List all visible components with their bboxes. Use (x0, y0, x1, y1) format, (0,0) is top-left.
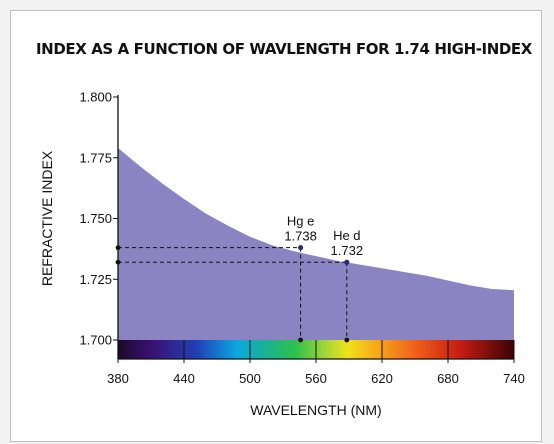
annotation-axis-dot (115, 259, 121, 265)
y-tick-label: 1.775 (79, 150, 112, 165)
annotation-name: He d (333, 228, 360, 243)
x-tick-label: 380 (107, 371, 129, 386)
annotation-base-dot (298, 337, 303, 343)
y-tick-label: 1.800 (79, 90, 112, 105)
x-tick-label: 500 (239, 371, 261, 386)
x-axis-label: WAVELENGTH (NM) (250, 402, 381, 418)
annotation-name: Hg e (287, 214, 314, 229)
annotation-point (344, 259, 350, 265)
annotations: Hg e1.738 He d1.732 (115, 214, 364, 343)
annotation-point (298, 245, 304, 251)
x-tick-label: 560 (305, 371, 327, 386)
annotation-axis-dot (115, 245, 121, 251)
x-tick-label: 440 (173, 371, 195, 386)
annotation-value: 1.732 (331, 243, 364, 258)
y-tick-label: 1.700 (79, 333, 112, 348)
y-axis-label: REFRACTIVE INDEX (39, 150, 55, 286)
y-tick-label: 1.725 (79, 272, 112, 287)
x-tick-label: 680 (437, 371, 459, 386)
index-area (118, 148, 514, 340)
y-axis-ticks: 1.700 1.725 1.750 1.775 1.800 (79, 90, 118, 348)
chart-card (10, 10, 542, 442)
annotation-value: 1.738 (284, 229, 317, 244)
y-tick-label: 1.750 (79, 211, 112, 226)
annotation-base-dot (344, 337, 350, 343)
x-tick-label: 620 (371, 371, 393, 386)
chart-title: INDEX AS A FUNCTION OF WAVLENGTH FOR 1.7… (36, 40, 532, 58)
x-axis-ticks: 380 440 500 560 620 680 740 (107, 340, 525, 386)
guide-lines (118, 247, 348, 340)
x-tick-label: 740 (503, 371, 525, 386)
